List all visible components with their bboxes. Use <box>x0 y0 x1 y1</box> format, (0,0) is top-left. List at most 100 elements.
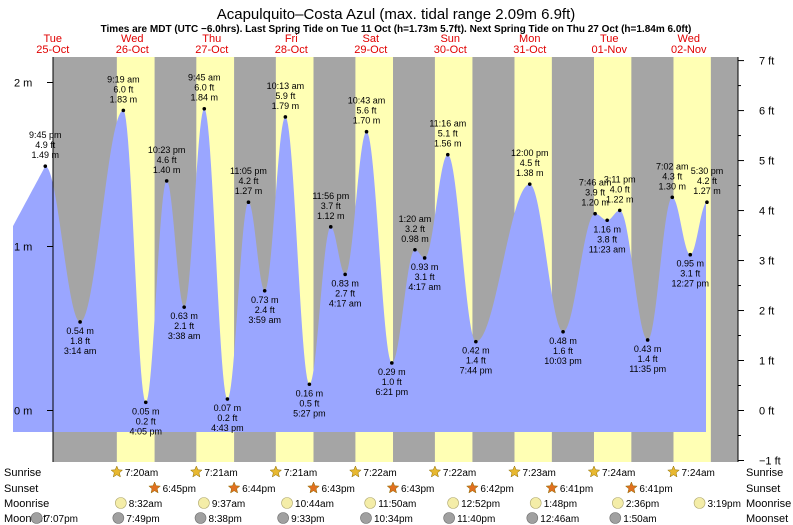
right-tick-label: 6 ft <box>759 106 774 118</box>
sunrise-time: 7:22am <box>363 468 396 479</box>
tide-point <box>617 208 622 213</box>
tide-m-label: 1.27 m <box>693 186 721 196</box>
day-of-week: Sun <box>440 33 460 45</box>
tide-ft-label: 6.0 ft <box>194 83 215 93</box>
tide-time-label: 4:43 pm <box>211 423 244 433</box>
tide-point <box>593 211 597 216</box>
tide-m-label: 1.20 m <box>581 198 609 208</box>
day-headers: Tue25-OctWed26-OctThu27-OctFri28-OctSat2… <box>36 33 707 56</box>
moonset-icon <box>443 512 455 524</box>
day-date: 27-Oct <box>195 44 228 56</box>
chart-title: Acapulquito–Costa Azul (max. tidal range… <box>217 6 576 23</box>
tide-time-label: 3:59 am <box>248 315 281 325</box>
moonset-icon <box>30 512 43 524</box>
left-tick-label: 1 m <box>14 242 32 254</box>
left-tick-label: 0 m <box>14 406 32 418</box>
tide-m-label: 1.16 m <box>593 224 621 234</box>
moonset-time: 7:07pm <box>45 514 78 525</box>
sunrise-icon <box>110 465 124 478</box>
tide-m-label: 1.49 m <box>32 150 60 160</box>
tide-point <box>445 152 450 157</box>
sunrise-icon <box>269 465 283 478</box>
sunrise-time: 7:24am <box>602 468 635 479</box>
tide-ft-label: 2.7 ft <box>335 288 356 298</box>
sunrise-time: 7:23am <box>522 468 555 479</box>
row-label-left: Sunset <box>4 483 38 495</box>
moonrise-time: 11:50am <box>378 499 416 510</box>
moonset-icon <box>194 512 207 524</box>
moonset-icon <box>112 512 125 524</box>
right-tick-label: 4 ft <box>759 206 774 218</box>
moonrise-time: 8:32am <box>129 499 162 510</box>
sunset-time: 6:41pm <box>560 484 593 495</box>
moonrise-time: 12:52pm <box>461 499 500 510</box>
sunset-time: 6:42pm <box>480 484 513 495</box>
tide-m-label: 0.43 m <box>634 344 662 354</box>
moonset-time: 9:33pm <box>291 514 324 525</box>
tide-ft-label: 1.0 ft <box>382 377 403 387</box>
tide-point <box>605 218 609 223</box>
tide-point <box>343 272 347 277</box>
tide-time-label: 5:30 pm <box>691 166 724 176</box>
sunset-time: 6:45pm <box>163 484 196 495</box>
tide-time-label: 6:21 pm <box>376 387 409 397</box>
tide-m-label: 1.40 m <box>153 165 181 175</box>
moonset-time: 1:50am <box>623 514 656 525</box>
day-date: 29-Oct <box>354 44 387 56</box>
tide-curve <box>13 108 706 433</box>
sunrise-time: 7:20am <box>125 468 158 479</box>
sunrise-icon <box>349 465 362 478</box>
right-tick-label: 0 ft <box>759 406 774 418</box>
tide-time-label: 4:17 am <box>329 298 362 308</box>
tide-m-label: 0.98 m <box>401 234 429 244</box>
tide-time-label: 4:05 pm <box>129 426 162 436</box>
tide-ft-label: 4.0 ft <box>610 184 631 194</box>
day-date: 28-Oct <box>275 44 308 56</box>
tide-ft-label: 1.4 ft <box>466 356 487 366</box>
tide-time-label: 12:00 pm <box>511 148 549 158</box>
sun-moon-rows: Sunrise Sunrise Sunset Sunset Moonrise Moonri… <box>4 465 791 525</box>
day-date: 25-Oct <box>36 44 69 56</box>
moonrise-icon <box>612 497 624 509</box>
tide-ft-label: 4.6 ft <box>157 155 178 165</box>
tide-labels: 9:45 pm4.9 ft1.49 m 0.54 m1.8 ft3:14 am 9:… <box>29 73 723 437</box>
tide-ft-label: 2.1 ft <box>174 321 195 331</box>
tide-point <box>143 400 148 405</box>
moonset-icon <box>526 512 539 524</box>
moonset-icon <box>360 512 372 524</box>
moonrise-icon <box>447 497 459 509</box>
tide-m-label: 0.83 m <box>331 278 359 288</box>
tide-ft-label: 4.9 ft <box>35 140 56 150</box>
day-date: 30-Oct <box>434 44 467 56</box>
tide-time-label: 9:45 pm <box>29 130 62 140</box>
moonrise-time: 9:37am <box>212 499 245 510</box>
axes: 0 m 1 m 2 m −1 ft 0 ft 1 ft 2 ft 3 ft 4 ft 5 ft 6 … <box>14 56 781 468</box>
tide-time-label: 7:44 pm <box>460 366 493 376</box>
day-of-week: Sat <box>362 33 379 45</box>
row-label-right: Moonrise <box>746 498 791 510</box>
tide-m-label: 0.48 m <box>549 336 577 346</box>
moonrise-icon <box>198 497 210 509</box>
day-of-week: Mon <box>519 33 540 45</box>
moonset-time: 8:38pm <box>209 514 242 525</box>
sunrise-icon <box>587 465 601 478</box>
tide-time-label: 3:11 pm <box>604 174 636 184</box>
tide-m-label: 1.79 m <box>272 101 300 111</box>
tide-point <box>413 247 417 252</box>
tide-point <box>164 179 169 183</box>
tide-m-label: 1.56 m <box>434 139 462 149</box>
moonset-time: 11:40pm <box>457 514 495 525</box>
moonrise-icon <box>693 497 706 509</box>
sunset-time: 6:41pm <box>639 484 672 495</box>
right-tick-label: 3 ft <box>759 256 774 268</box>
moonrise-time: 2:36pm <box>626 499 659 510</box>
row-label-right: Sunrise <box>746 467 783 479</box>
row-label-right: Sunset <box>746 483 780 495</box>
day-of-week: Thu <box>202 33 221 45</box>
tide-m-label: 0.16 m <box>296 388 324 398</box>
tide-point <box>561 329 565 334</box>
tide-point <box>43 164 48 168</box>
tide-m-label: 1.83 m <box>110 94 138 104</box>
tide-point <box>688 252 693 257</box>
